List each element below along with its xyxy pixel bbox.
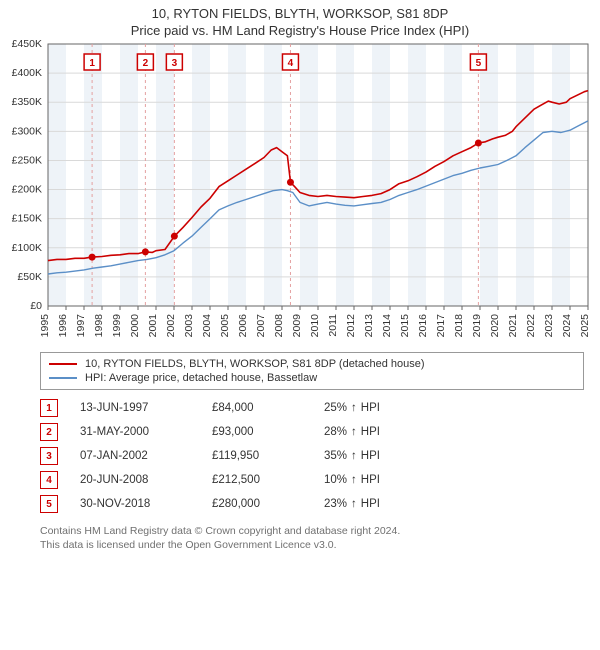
- sale-marker: 2: [40, 423, 58, 441]
- title-subtitle: Price paid vs. HM Land Registry's House …: [0, 23, 600, 38]
- svg-text:2002: 2002: [165, 314, 177, 338]
- svg-text:£250K: £250K: [12, 154, 42, 166]
- svg-text:2024: 2024: [561, 314, 573, 338]
- sale-price: £280,000: [212, 498, 302, 510]
- footer-line1: Contains HM Land Registry data © Crown c…: [40, 524, 584, 538]
- svg-text:£50K: £50K: [17, 271, 42, 283]
- svg-text:2014: 2014: [381, 314, 393, 338]
- price-chart: £0 £50K £100K £150K £200K £250K £300K £350K £400…: [0, 38, 600, 348]
- sale-delta: 28% ↑ HPI: [324, 426, 380, 438]
- svg-text:2003: 2003: [183, 314, 195, 338]
- sale-date: 20-JUN-2008: [80, 474, 190, 486]
- sale-price: £212,500: [212, 474, 302, 486]
- svg-text:5: 5: [476, 58, 482, 69]
- svg-text:2019: 2019: [471, 314, 483, 338]
- titles: 10, RYTON FIELDS, BLYTH, WORKSOP, S81 8D…: [0, 0, 600, 38]
- legend-item-subject: 10, RYTON FIELDS, BLYTH, WORKSOP, S81 8D…: [49, 357, 575, 371]
- sale-price: £93,000: [212, 426, 302, 438]
- sale-row: 1 13-JUN-1997 £84,000 25% ↑ HPI: [40, 396, 584, 420]
- svg-text:£0: £0: [30, 300, 42, 312]
- arrow-up-icon: ↑: [351, 498, 357, 510]
- title-address: 10, RYTON FIELDS, BLYTH, WORKSOP, S81 8D…: [0, 6, 600, 21]
- svg-text:£200K: £200K: [12, 184, 42, 196]
- svg-text:2001: 2001: [147, 314, 159, 338]
- sale-row: 4 20-JUN-2008 £212,500 10% ↑ HPI: [40, 468, 584, 492]
- svg-text:2015: 2015: [399, 314, 411, 338]
- svg-text:2016: 2016: [417, 314, 429, 338]
- arrow-up-icon: ↑: [351, 426, 357, 438]
- svg-text:2009: 2009: [291, 314, 303, 338]
- svg-text:2010: 2010: [309, 314, 321, 338]
- sales-list: 1 13-JUN-1997 £84,000 25% ↑ HPI 2 31-MAY-2000…: [40, 396, 584, 516]
- svg-text:3: 3: [172, 58, 178, 69]
- svg-text:1999: 1999: [111, 314, 123, 338]
- sale-delta: 35% ↑ HPI: [324, 450, 380, 462]
- svg-text:2011: 2011: [327, 314, 339, 337]
- svg-text:1996: 1996: [57, 314, 69, 338]
- svg-text:1: 1: [89, 58, 95, 69]
- legend: 10, RYTON FIELDS, BLYTH, WORKSOP, S81 8D…: [40, 352, 584, 390]
- svg-text:2013: 2013: [363, 314, 375, 338]
- sale-delta: 23% ↑ HPI: [324, 498, 380, 510]
- svg-text:£400K: £400K: [12, 67, 42, 79]
- svg-text:2020: 2020: [489, 314, 501, 338]
- footer: Contains HM Land Registry data © Crown c…: [40, 524, 584, 552]
- sale-row: 3 07-JAN-2002 £119,950 35% ↑ HPI: [40, 444, 584, 468]
- svg-text:2025: 2025: [579, 314, 591, 338]
- svg-text:£300K: £300K: [12, 125, 42, 137]
- svg-text:2005: 2005: [219, 314, 231, 338]
- svg-text:2012: 2012: [345, 314, 357, 338]
- svg-text:2004: 2004: [201, 314, 213, 338]
- svg-text:2022: 2022: [525, 314, 537, 338]
- svg-text:2006: 2006: [237, 314, 249, 338]
- svg-text:2018: 2018: [453, 314, 465, 338]
- arrow-up-icon: ↑: [351, 402, 357, 414]
- svg-text:£450K: £450K: [12, 38, 42, 50]
- sale-marker: 3: [40, 447, 58, 465]
- svg-text:2000: 2000: [129, 314, 141, 338]
- sale-marker: 5: [40, 495, 58, 513]
- sale-delta: 25% ↑ HPI: [324, 402, 380, 414]
- sale-date: 30-NOV-2018: [80, 498, 190, 510]
- arrow-up-icon: ↑: [351, 474, 357, 486]
- svg-text:2008: 2008: [273, 314, 285, 338]
- svg-text:2007: 2007: [255, 314, 267, 338]
- sale-date: 31-MAY-2000: [80, 426, 190, 438]
- arrow-up-icon: ↑: [351, 450, 357, 462]
- sale-row: 5 30-NOV-2018 £280,000 23% ↑ HPI: [40, 492, 584, 516]
- svg-text:2021: 2021: [507, 314, 519, 338]
- svg-text:£350K: £350K: [12, 96, 42, 108]
- sale-row: 2 31-MAY-2000 £93,000 28% ↑ HPI: [40, 420, 584, 444]
- sale-delta: 10% ↑ HPI: [324, 474, 380, 486]
- footer-line2: This data is licensed under the Open Gov…: [40, 538, 584, 552]
- sale-marker: 4: [40, 471, 58, 489]
- sale-date: 07-JAN-2002: [80, 450, 190, 462]
- svg-text:£100K: £100K: [12, 242, 42, 254]
- sale-date: 13-JUN-1997: [80, 402, 190, 414]
- legend-swatch-subject: [49, 363, 77, 365]
- svg-text:1995: 1995: [39, 314, 51, 338]
- svg-text:2023: 2023: [543, 314, 555, 338]
- svg-text:1998: 1998: [93, 314, 105, 338]
- legend-swatch-hpi: [49, 377, 77, 379]
- svg-text:1997: 1997: [75, 314, 87, 338]
- svg-text:£150K: £150K: [12, 213, 42, 225]
- legend-label-subject: 10, RYTON FIELDS, BLYTH, WORKSOP, S81 8D…: [85, 358, 425, 370]
- sale-price: £119,950: [212, 450, 302, 462]
- svg-text:2017: 2017: [435, 314, 447, 338]
- legend-item-hpi: HPI: Average price, detached house, Bass…: [49, 371, 575, 385]
- svg-text:2: 2: [143, 58, 149, 69]
- sale-price: £84,000: [212, 402, 302, 414]
- svg-text:4: 4: [288, 58, 294, 69]
- sale-marker: 1: [40, 399, 58, 417]
- legend-label-hpi: HPI: Average price, detached house, Bass…: [85, 372, 317, 384]
